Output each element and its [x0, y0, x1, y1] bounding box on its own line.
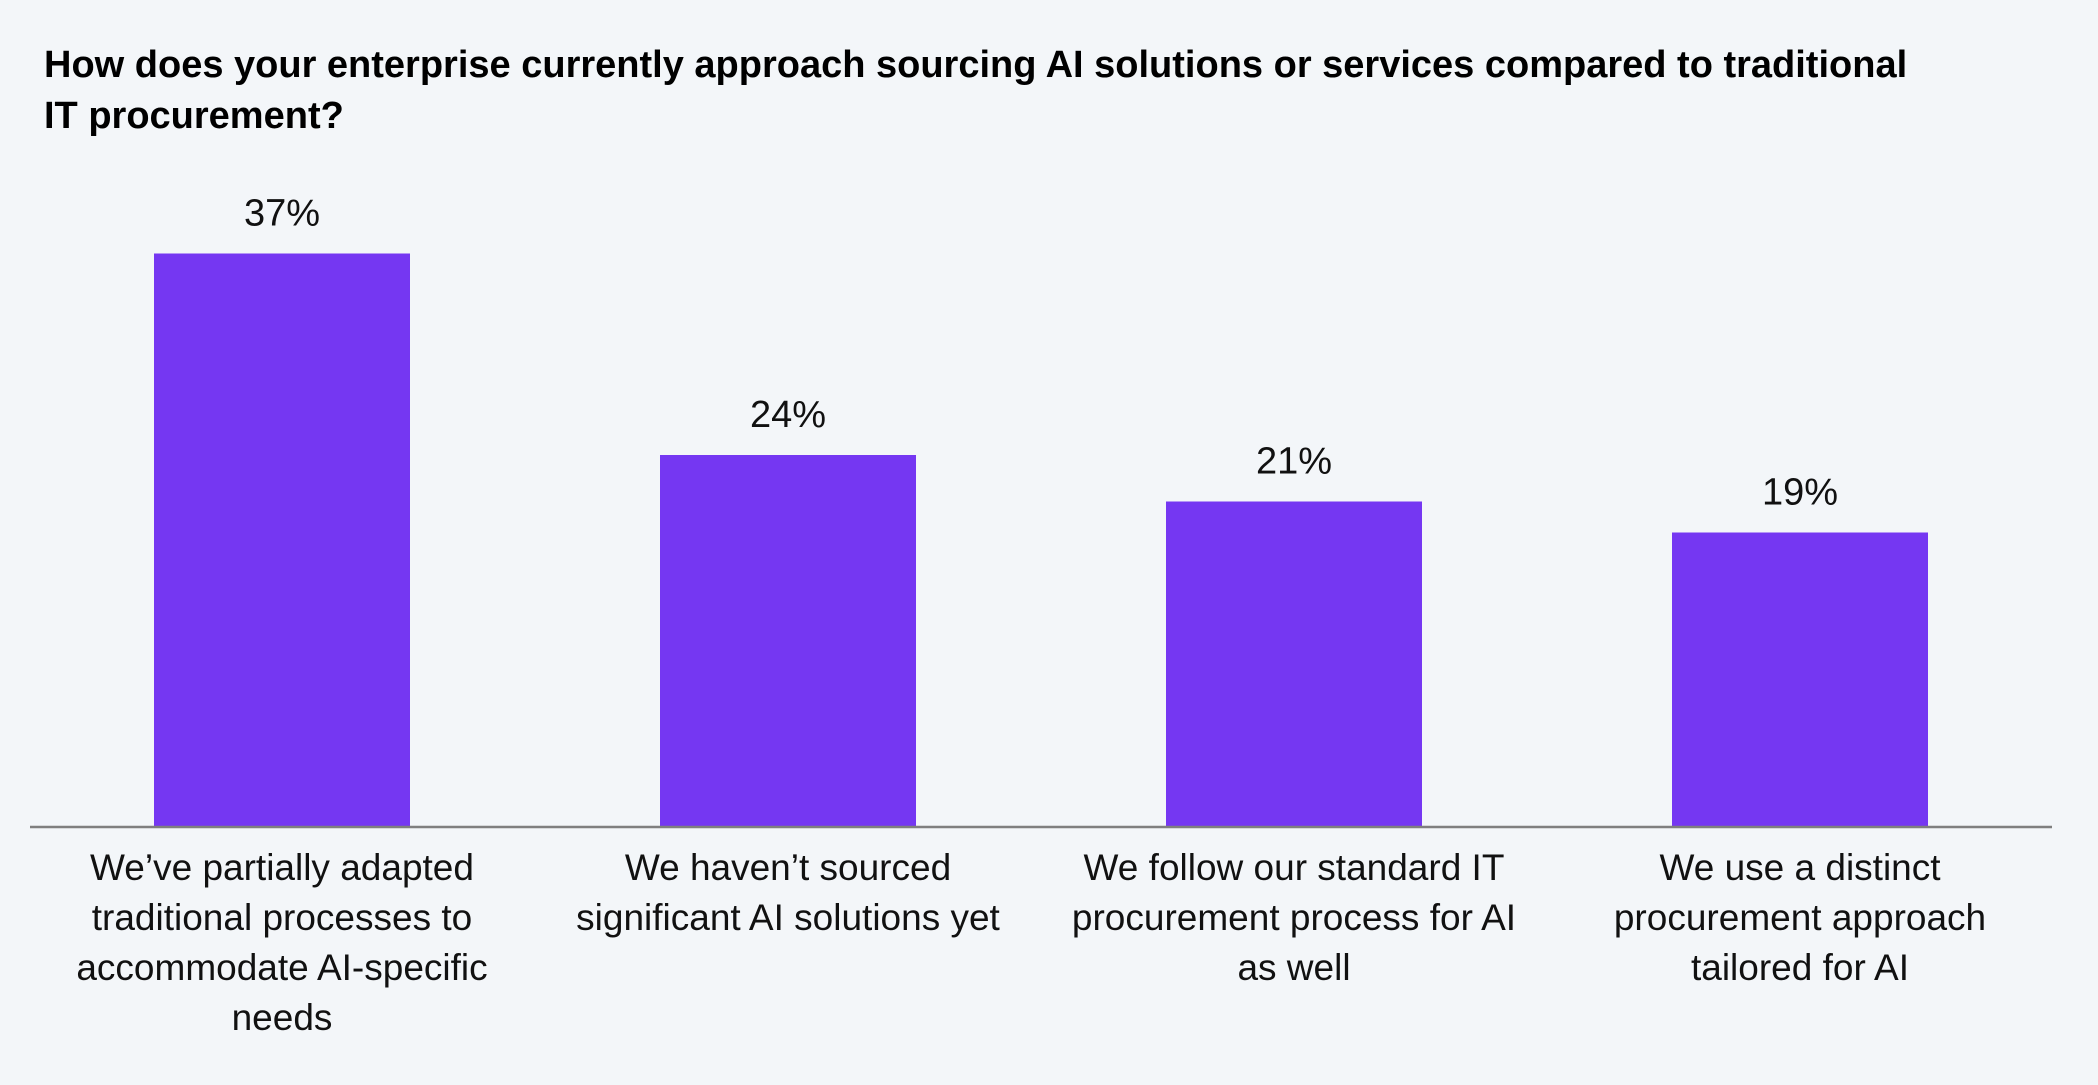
category-label-line: procurement approach	[1614, 897, 1986, 938]
category-label-line: We follow our standard IT	[1084, 847, 1505, 888]
category-label-line: accommodate AI-specific	[76, 947, 487, 988]
category-label-3: We follow our standard IT procurement pro…	[1072, 847, 1516, 988]
category-label-line: significant AI solutions yet	[576, 897, 1000, 938]
value-label-4: 19%	[1762, 472, 1838, 514]
bar-1	[154, 253, 410, 827]
category-label-line: as well	[1237, 947, 1350, 988]
value-label-2: 24%	[750, 394, 826, 436]
category-label-line: needs	[232, 997, 333, 1038]
bar-2	[660, 455, 916, 827]
category-label-line: traditional processes to	[92, 897, 472, 938]
category-label-line: We haven’t sourced	[625, 847, 951, 888]
value-label-3: 21%	[1256, 441, 1332, 483]
category-label-1: We’ve partially adapted traditional proce…	[76, 847, 487, 1038]
value-label-1: 37%	[244, 193, 320, 235]
labels-layer: 37% We’ve partially adapted traditional pr…	[76, 193, 1986, 1039]
category-label-line: procurement process for AI	[1072, 897, 1516, 938]
category-label-2: We haven’t sourced significant AI solutio…	[576, 847, 1000, 938]
bars-layer	[154, 253, 1928, 827]
category-label-4: We use a distinct procurement approach tai…	[1614, 847, 1986, 988]
bar-3	[1166, 501, 1422, 827]
category-label-line: We’ve partially adapted	[90, 847, 474, 888]
chart-title: How does your enterprise currently appro…	[44, 44, 1908, 137]
category-label-line: We use a distinct	[1659, 847, 1941, 888]
category-label-line: tailored for AI	[1691, 947, 1909, 988]
bar-4	[1672, 532, 1928, 827]
